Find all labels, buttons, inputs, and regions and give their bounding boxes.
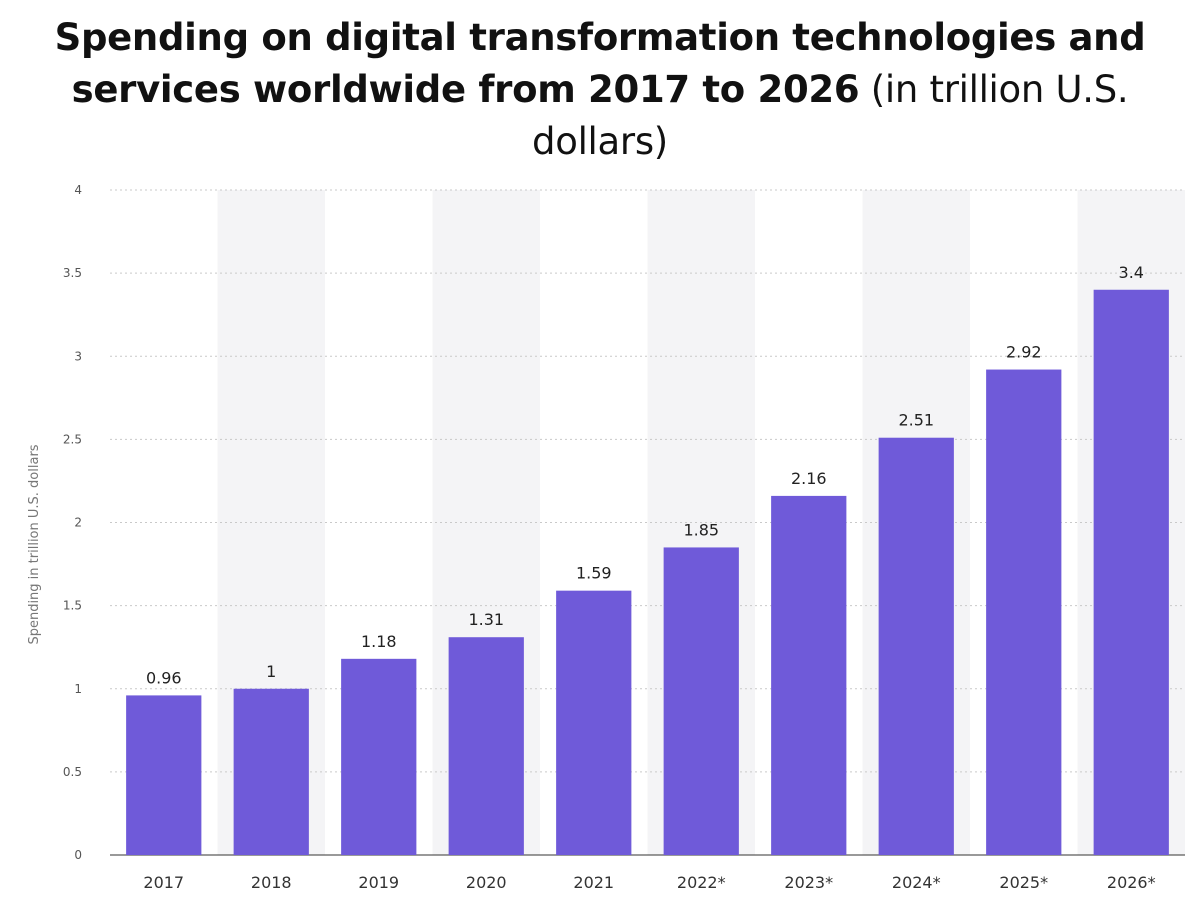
x-tick-label: 2024* bbox=[892, 873, 941, 892]
x-tick-label: 2021 bbox=[573, 873, 614, 892]
bar bbox=[878, 437, 954, 855]
data-label: 1.31 bbox=[468, 610, 504, 629]
data-label: 1.59 bbox=[576, 564, 612, 583]
x-tick-label: 2023* bbox=[784, 873, 833, 892]
data-label: 3.4 bbox=[1119, 263, 1144, 282]
chart-title-block: Spending on digital transformation techn… bbox=[0, 12, 1200, 168]
chart-subtitle: (in trillion U.S. dollars) bbox=[532, 68, 1129, 163]
bar bbox=[341, 658, 417, 855]
data-label: 1.85 bbox=[683, 520, 719, 539]
data-label: 0.96 bbox=[146, 668, 182, 687]
x-tick-label: 2017 bbox=[143, 873, 184, 892]
x-tick-label: 2019 bbox=[358, 873, 399, 892]
data-label: 2.51 bbox=[898, 411, 934, 430]
y-tick-label: 1 bbox=[74, 682, 82, 696]
bar bbox=[233, 688, 309, 855]
x-tick-label: 2025* bbox=[999, 873, 1048, 892]
y-tick-label: 4 bbox=[74, 183, 82, 197]
y-tick-label: 3 bbox=[74, 349, 82, 363]
bar bbox=[126, 695, 202, 855]
y-tick-label: 2.5 bbox=[63, 432, 82, 446]
y-tick-label: 1.5 bbox=[63, 599, 82, 613]
data-label: 2.92 bbox=[1006, 343, 1042, 362]
data-label: 1.18 bbox=[361, 632, 397, 651]
y-axis-label: Spending in trillion U.S. dollars bbox=[27, 444, 42, 644]
bar bbox=[663, 547, 739, 855]
x-tick-label: 2026* bbox=[1107, 873, 1156, 892]
x-tick-label: 2020 bbox=[466, 873, 507, 892]
data-label: 2.16 bbox=[791, 469, 827, 488]
bar bbox=[448, 637, 524, 855]
bar bbox=[556, 590, 632, 855]
x-tick-label: 2022* bbox=[677, 873, 726, 892]
y-tick-label: 0 bbox=[74, 848, 82, 862]
y-tick-label: 3.5 bbox=[63, 266, 82, 280]
data-label: 1 bbox=[266, 662, 276, 681]
bar bbox=[986, 369, 1062, 855]
y-tick-label: 2 bbox=[74, 516, 82, 530]
bar bbox=[1093, 289, 1169, 855]
y-tick-label: 0.5 bbox=[63, 765, 82, 779]
chart-title: Spending on digital transformation techn… bbox=[54, 16, 1146, 111]
bar bbox=[771, 495, 847, 855]
x-tick-label: 2018 bbox=[251, 873, 292, 892]
